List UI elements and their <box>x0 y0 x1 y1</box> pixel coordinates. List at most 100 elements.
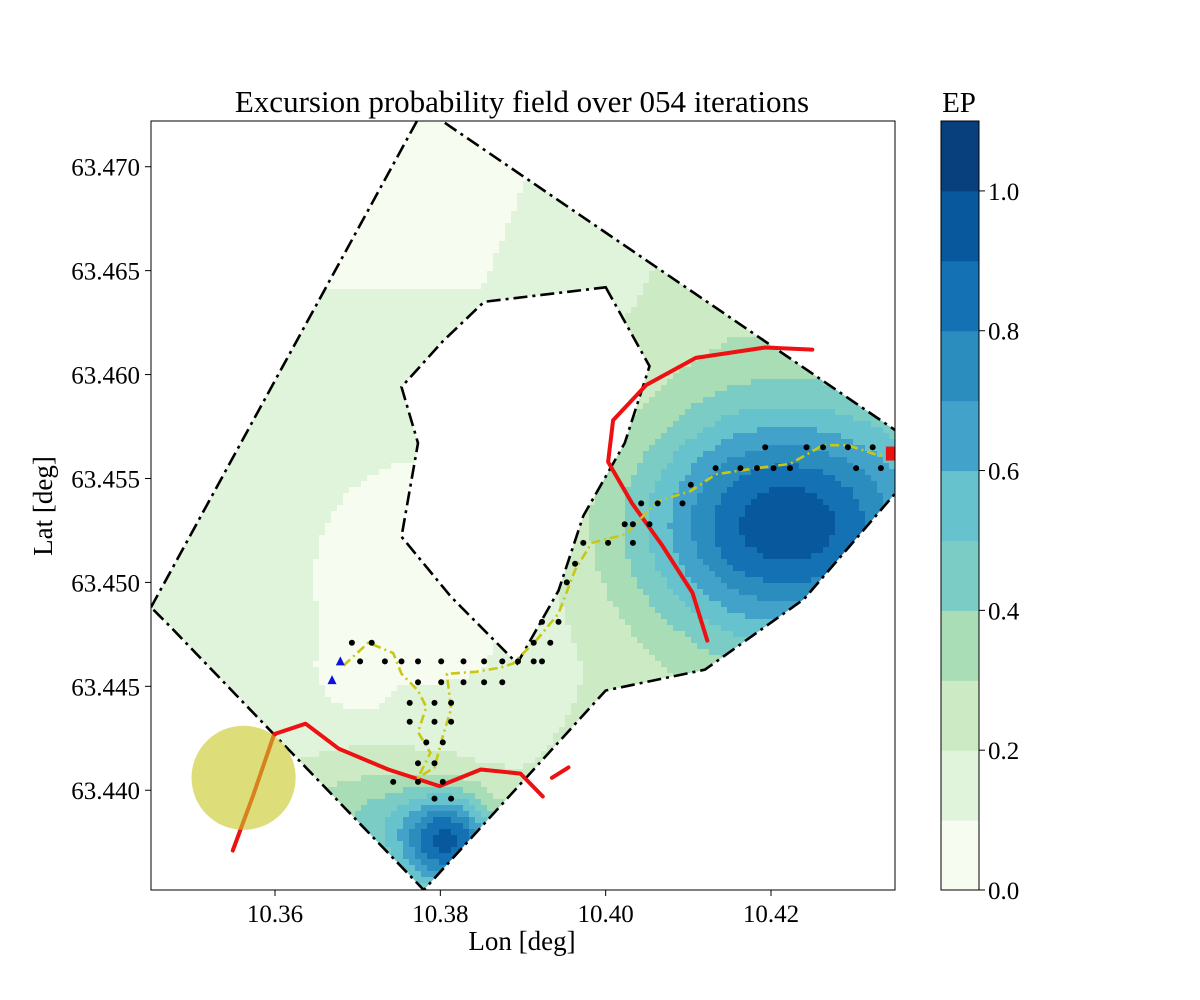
ep-cell <box>403 157 410 164</box>
ep-cell <box>337 355 344 362</box>
ep-cell <box>745 139 752 146</box>
ep-cell <box>601 349 608 356</box>
ep-cell <box>157 217 164 224</box>
ep-cell <box>517 343 524 350</box>
ep-cell <box>295 271 302 278</box>
ep-cell <box>373 247 380 254</box>
ep-cell <box>637 223 644 230</box>
ep-cell <box>595 139 602 146</box>
ep-cell <box>727 235 734 242</box>
ep-cell <box>535 121 542 128</box>
ep-cell <box>175 319 182 326</box>
ep-cell <box>883 163 890 170</box>
ep-cell <box>643 181 650 188</box>
ep-cell <box>601 127 608 134</box>
ep-cell <box>601 259 608 266</box>
ep-cell <box>865 181 872 188</box>
ep-cell <box>877 241 884 248</box>
ep-cell <box>211 265 218 272</box>
ep-cell <box>487 355 494 362</box>
ep-cell <box>823 175 830 182</box>
ep-cell <box>187 349 194 356</box>
ep-cell <box>847 265 854 272</box>
ep-cell <box>805 289 812 296</box>
ep-cell <box>499 223 506 230</box>
ep-cell <box>559 241 566 248</box>
ep-cell <box>439 295 446 302</box>
ep-cell <box>415 127 422 134</box>
ep-cell <box>247 361 254 368</box>
ep-cell <box>397 259 404 266</box>
ep-cell <box>427 229 434 236</box>
ep-cell <box>499 121 506 128</box>
ep-cell <box>241 355 248 362</box>
ep-cell <box>661 187 668 194</box>
ep-cell <box>181 217 188 224</box>
ep-cell <box>223 319 230 326</box>
ep-cell <box>301 337 308 344</box>
ep-cell <box>649 181 656 188</box>
ep-cell <box>205 271 212 278</box>
ep-cell <box>523 271 530 278</box>
ep-cell <box>493 235 500 242</box>
ep-cell <box>691 265 698 272</box>
ep-cell <box>235 289 242 296</box>
ep-cell <box>571 199 578 206</box>
ep-cell <box>733 229 740 236</box>
ep-cell <box>271 355 278 362</box>
ep-cell <box>619 157 626 164</box>
ep-cell <box>823 247 830 254</box>
ep-cell <box>877 265 884 272</box>
ep-cell <box>571 349 578 356</box>
ep-cell <box>829 295 836 302</box>
ep-cell <box>547 157 554 164</box>
ep-cell <box>853 313 860 320</box>
ep-cell <box>391 259 398 266</box>
ep-cell <box>859 313 866 320</box>
ep-cell <box>757 157 764 164</box>
ep-cell <box>583 277 590 284</box>
ep-cell <box>859 181 866 188</box>
ep-cell <box>583 349 590 356</box>
ep-cell <box>745 355 752 362</box>
ep-cell <box>337 139 344 146</box>
ep-cell <box>817 133 824 140</box>
ep-cell <box>685 295 692 302</box>
ep-cell <box>463 169 470 176</box>
ep-cell <box>661 247 668 254</box>
ep-cell <box>379 259 386 266</box>
ep-cell <box>799 301 806 308</box>
ep-cell <box>553 265 560 272</box>
ep-cell <box>517 235 524 242</box>
ep-cell <box>481 247 488 254</box>
ep-cell <box>679 313 686 320</box>
ep-cell <box>841 301 848 308</box>
ep-cell <box>559 313 566 320</box>
ep-cell <box>409 325 416 332</box>
ep-cell <box>175 193 182 200</box>
ep-cell <box>529 121 536 128</box>
ep-cell <box>211 277 218 284</box>
ep-cell <box>685 331 692 338</box>
ep-cell <box>541 121 548 128</box>
ep-cell <box>571 301 578 308</box>
ep-cell <box>259 283 266 290</box>
ep-cell <box>565 223 572 230</box>
ep-cell <box>589 289 596 296</box>
ep-cell <box>367 157 374 164</box>
ep-cell <box>865 277 872 284</box>
ep-cell <box>397 193 404 200</box>
ep-cell <box>325 169 332 176</box>
ep-cell <box>643 193 650 200</box>
ep-cell <box>805 181 812 188</box>
ep-cell <box>847 193 854 200</box>
ep-cell <box>877 301 884 308</box>
ep-cell <box>349 307 356 314</box>
ep-cell <box>715 211 722 218</box>
ep-cell <box>343 283 350 290</box>
ep-cell <box>427 187 434 194</box>
ep-cell <box>631 301 638 308</box>
ep-cell <box>721 169 728 176</box>
ep-cell <box>541 229 548 236</box>
ep-cell <box>571 337 578 344</box>
